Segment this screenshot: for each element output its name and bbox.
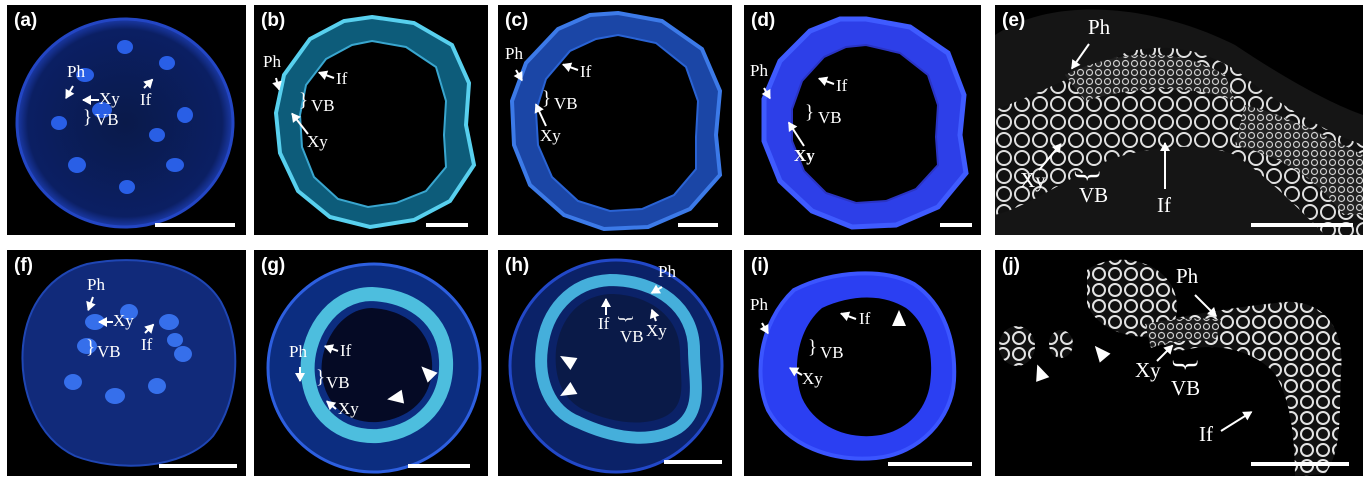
label-ph: Ph [67, 62, 85, 81]
label-vb: VB [311, 96, 335, 115]
label-if: If [1157, 193, 1171, 217]
arrow-if [605, 299, 607, 315]
panel-label: (i) [751, 255, 769, 276]
scale-bar [664, 460, 722, 464]
label-ph: Ph [1176, 264, 1199, 288]
label-vb: VB [326, 373, 350, 392]
arrow-ph [299, 367, 301, 381]
label-xy: Xy [540, 126, 561, 145]
stem-cross-section-image [15, 17, 235, 229]
label-ph: Ph [263, 52, 281, 71]
arrow-if [144, 323, 155, 334]
vb-brace: } [83, 107, 93, 128]
vb-brace: } [1072, 168, 1106, 184]
label-xy: Xy [113, 311, 134, 330]
scale-bar [940, 223, 972, 227]
panel-label: (d) [751, 10, 776, 31]
scale-bar [426, 223, 468, 227]
label-xy: Xy [794, 146, 815, 165]
label-if: If [580, 62, 592, 81]
panel-e: (e) Ph Xy } VB If [995, 5, 1363, 235]
vb-brace: } [1170, 357, 1204, 373]
label-if: If [340, 341, 352, 360]
label-xy: Xy [802, 369, 823, 388]
label-ph: Ph [658, 262, 676, 281]
label-ph: Ph [289, 342, 307, 361]
label-if: If [141, 335, 153, 354]
panel-d: (d) Ph If } VB Xy [744, 5, 981, 235]
scale-bar [155, 223, 235, 227]
panel-label: (c) [505, 10, 529, 31]
label-xy: Xy [1020, 168, 1046, 192]
vb-brace: } [616, 314, 637, 324]
label-if: If [336, 69, 348, 88]
arrow-if [143, 78, 154, 89]
scale-bar [678, 223, 718, 227]
label-xy: Xy [338, 399, 359, 418]
panel-label: (h) [505, 255, 530, 276]
micrograph-detail-image [995, 9, 1363, 235]
panel-i: (i) Ph If } VB Xy [744, 250, 981, 476]
panel-label: (a) [14, 10, 38, 31]
panel-f: (f) Ph Xy } VB If [7, 250, 246, 476]
vb-brace: } [805, 102, 815, 123]
stem-cross-section-image [273, 14, 477, 230]
scale-bar [1251, 223, 1353, 227]
stem-cross-section-image [21, 259, 237, 467]
scale-bar [1251, 462, 1349, 466]
stem-cross-section-image [266, 262, 482, 474]
label-vb: VB [620, 327, 644, 346]
label-vb: VB [818, 108, 842, 127]
arrow-if [1164, 143, 1166, 189]
panel-a: (a) Ph Xy } VB If [7, 5, 246, 235]
label-if: If [836, 76, 848, 95]
label-vb: VB [1079, 183, 1109, 207]
panel-b: (b) Ph If } VB Xy [254, 5, 488, 235]
scale-bar [159, 464, 237, 468]
label-ph: Ph [750, 295, 768, 314]
label-if: If [1199, 422, 1213, 446]
label-ph: Ph [750, 61, 768, 80]
vb-brace: } [299, 90, 309, 111]
stem-cross-section-image [508, 258, 724, 474]
panel-label: (b) [261, 10, 286, 31]
stem-cross-section-image [509, 10, 723, 232]
arrowhead-marker [385, 389, 405, 407]
label-vb: VB [1171, 376, 1201, 400]
stem-cross-section-image [758, 271, 957, 461]
label-if: If [140, 90, 152, 109]
label-vb: VB [97, 342, 121, 361]
label-ph: Ph [505, 44, 523, 63]
label-xy: Xy [1135, 358, 1161, 382]
panel-j: (j) Ph Xy } VB If [995, 250, 1363, 476]
arrow-xy [99, 321, 113, 323]
scale-bar [408, 464, 470, 468]
label-ph: Ph [87, 275, 105, 294]
label-vb: VB [820, 343, 844, 362]
label-vb: VB [554, 94, 578, 113]
label-xy: Xy [646, 321, 667, 340]
label-xy: Xy [307, 132, 328, 151]
stem-cross-section-image [761, 16, 969, 230]
arrow-xy [83, 99, 99, 101]
arrowhead-marker [892, 310, 906, 326]
label-if: If [598, 314, 610, 333]
panel-label: (e) [1002, 10, 1026, 31]
label-xy: Xy [99, 89, 120, 108]
panel-g: (g) If Ph } VB Xy [254, 250, 488, 476]
vb-brace: } [808, 337, 818, 358]
scale-bar [888, 462, 972, 466]
label-if: If [859, 309, 871, 328]
panel-h: (h) Ph If VB Xy } [498, 250, 732, 476]
label-vb: VB [95, 110, 119, 129]
panel-c: (c) Ph If } VB Xy [498, 5, 732, 235]
vb-brace: } [316, 367, 326, 388]
panel-label: (g) [261, 255, 286, 276]
vb-brace: } [86, 337, 96, 358]
label-ph: Ph [1088, 15, 1111, 39]
panel-label: (f) [14, 255, 33, 276]
micrograph-detail-image [999, 259, 1342, 476]
panel-label: (j) [1002, 255, 1020, 276]
vb-brace: } [542, 88, 552, 109]
